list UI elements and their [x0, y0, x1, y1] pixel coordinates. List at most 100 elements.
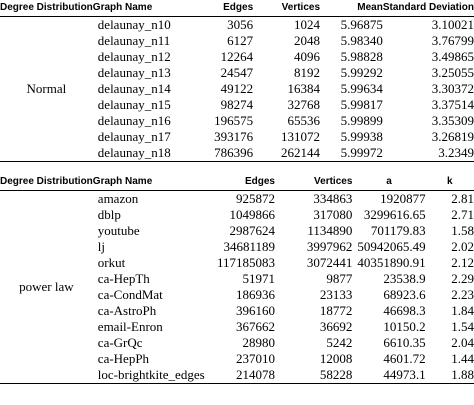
- stat1-cell: 5.99972: [340, 145, 383, 160]
- distribution-label: power law: [19, 279, 74, 294]
- table-row: lj 34681189 3997962 50942065.49 2.02: [0, 239, 474, 255]
- graph-name-cell: ca-HepPh: [97, 351, 150, 366]
- table-row: delaunay_n16 196575 65536 5.99899 3.35309: [0, 113, 474, 129]
- stat1-cell: 3299616.65: [363, 207, 426, 222]
- header-rule: [0, 16, 474, 17]
- vertices-cell: 262144: [281, 145, 321, 160]
- vertices-cell: 36692: [319, 319, 353, 334]
- stat1-cell: 6610.35: [383, 335, 426, 350]
- graph-name-cell: delaunay_n16: [97, 113, 171, 128]
- graph-name-cell: delaunay_n15: [97, 97, 171, 112]
- power-table-body: power law amazon 925872 334863 1920877 2.81 db…: [0, 191, 474, 384]
- vertices-cell: 16384: [287, 81, 321, 96]
- stat1-cell: 23538.9: [383, 271, 426, 286]
- stat1-cell: 5.98340: [340, 33, 383, 48]
- vertices-cell: 3072441: [306, 255, 353, 270]
- header-row: Degree Distribution Graph Name Edges Ver…: [0, 2, 474, 16]
- header-standard-deviation: Standard Deviation: [382, 2, 474, 13]
- header-edges: Edges: [223, 2, 254, 13]
- vertices-cell: 9877: [326, 271, 353, 286]
- header-graph-name: Graph Name: [92, 2, 153, 13]
- stat1-cell: 10150.2: [383, 319, 426, 334]
- table-row: dblp 1049866 317080 3299616.65 2.71: [0, 207, 474, 223]
- stat2-cell: 2.29: [451, 271, 474, 286]
- graph-name-cell: delaunay_n14: [97, 81, 171, 96]
- graph-name-cell: ca-GrQc: [97, 335, 143, 350]
- edges-cell: 186936: [236, 287, 275, 302]
- graph-name-cell: youtube: [97, 223, 140, 238]
- edges-cell: 34681189: [223, 239, 275, 254]
- stat2-cell: 2.23: [451, 287, 474, 302]
- table-row: Normal delaunay_n10 3056 1024 5.96875 3.10021: [0, 17, 474, 96]
- normal-table-body: Normal delaunay_n10 3056 1024 5.96875 3.10021…: [0, 17, 474, 162]
- table-row: loc-brightkite_edges 214078 58228 44973.1 1.…: [0, 367, 474, 383]
- stat2-cell: 3.76799: [431, 33, 474, 48]
- graph-name-cell: delaunay_n11: [97, 33, 171, 48]
- graph-name-cell: email-Enron: [97, 319, 163, 334]
- stat1-cell: 5.96875: [340, 17, 383, 32]
- graph-name-cell: orkut: [97, 255, 126, 270]
- edges-cell: 51971: [242, 271, 276, 286]
- stat1-cell: 5.99817: [340, 97, 383, 112]
- edges-cell: 28980: [242, 335, 276, 350]
- graph-name-cell: loc-brightkite_edges: [97, 367, 205, 382]
- vertices-cell: 4096: [294, 49, 321, 64]
- vertices-cell: 8192: [294, 65, 321, 80]
- stat1-cell: 701179.83: [370, 223, 426, 238]
- vertices-cell: 3997962: [306, 239, 353, 254]
- header-k: k: [447, 176, 453, 187]
- stat2-cell: 1.44: [451, 351, 474, 366]
- vertices-cell: 65536: [287, 113, 321, 128]
- edges-cell: 786396: [214, 145, 254, 160]
- stat1-cell: 5.99899: [340, 113, 383, 128]
- table-row: delaunay_n18 786396 262144 5.99972 3.2349: [0, 145, 474, 161]
- graph-name-cell: dblp: [97, 207, 121, 222]
- vertices-cell: 131072: [281, 129, 321, 144]
- graph-name-cell: delaunay_n17: [97, 129, 171, 144]
- stat2-cell: 3.37514: [431, 97, 474, 112]
- stat2-cell: 3.10021: [431, 17, 474, 32]
- header-degree-distribution: Degree Distribution: [0, 2, 93, 13]
- table-row: delaunay_n17 393176 131072 5.99938 3.26819: [0, 129, 474, 145]
- edges-cell: 1049866: [229, 207, 276, 222]
- stat1-cell: 1920877: [380, 191, 426, 206]
- stat2-cell: 2.04: [451, 335, 474, 350]
- header-mean: Mean: [357, 2, 383, 13]
- table-row: delaunay_n15 98274 32768 5.99817 3.37514: [0, 97, 474, 113]
- edges-cell: 12264: [220, 49, 254, 64]
- edges-cell: 196575: [214, 113, 254, 128]
- stat1-cell: 5.98828: [340, 49, 383, 64]
- vertices-cell: 23133: [319, 287, 353, 302]
- table-row: power law amazon 925872 334863 1920877 2.81: [0, 191, 474, 294]
- table-row: ca-HepTh 51971 9877 23538.9 2.29: [0, 271, 474, 287]
- vertices-cell: 334863: [313, 191, 353, 206]
- stat1-cell: 50942065.49: [357, 239, 426, 254]
- table-row: ca-CondMat 186936 23133 68923.6 2.23: [0, 287, 474, 303]
- table-row: delaunay_n11 6127 2048 5.98340 3.76799: [0, 33, 474, 49]
- stat2-cell: 1.88: [451, 367, 474, 382]
- edges-cell: 367662: [236, 319, 275, 334]
- edges-cell: 117185083: [216, 255, 275, 270]
- stat2-cell: 3.49865: [431, 49, 474, 64]
- header-rule: [0, 190, 474, 191]
- power-law-table: Degree Distribution Graph Name Edges Ver…: [0, 176, 474, 384]
- graph-name-cell: delaunay_n13: [97, 65, 171, 80]
- graph-name-cell: delaunay_n18: [97, 145, 171, 160]
- stat1-cell: 5.99634: [340, 81, 383, 96]
- stat2-cell: 3.26819: [431, 129, 474, 144]
- table-row: orkut 117185083 3072441 40351890.91 2.12: [0, 255, 474, 271]
- edges-cell: 2987624: [229, 223, 276, 238]
- vertices-cell: 58228: [319, 367, 353, 382]
- stat2-cell: 3.25055: [431, 65, 474, 80]
- section-rule: [0, 383, 474, 384]
- stat1-cell: 40351890.91: [357, 255, 426, 270]
- stat2-cell: 1.58: [451, 223, 474, 238]
- edges-cell: 3056: [227, 17, 254, 32]
- stat1-cell: 5.99292: [340, 65, 383, 80]
- vertices-cell: 1024: [294, 17, 321, 32]
- header-edges: Edges: [244, 176, 275, 187]
- header-degree-distribution: Degree Distribution: [0, 176, 93, 187]
- stat2-cell: 3.2349: [438, 145, 474, 160]
- edges-cell: 214078: [236, 367, 275, 382]
- graph-name-cell: ca-HepTh: [97, 271, 150, 286]
